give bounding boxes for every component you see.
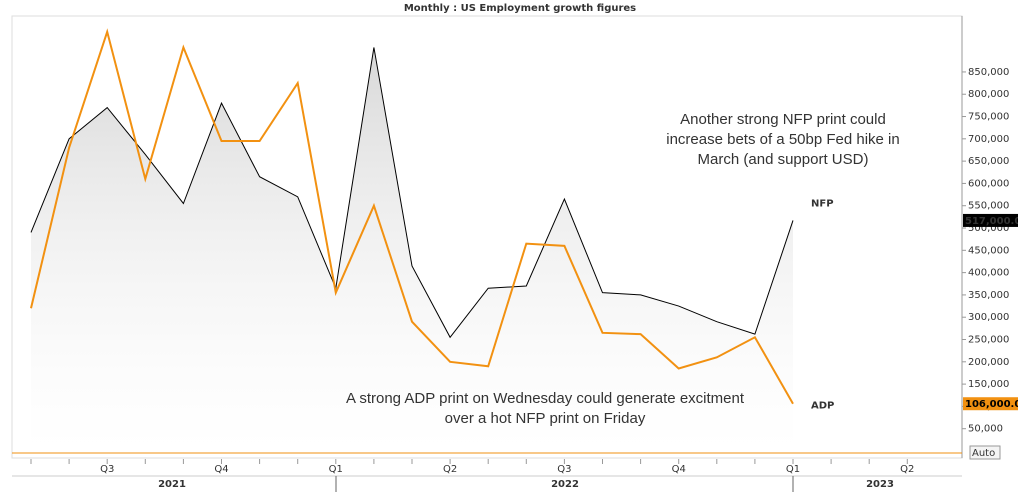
x-tick-label: Q4 <box>214 464 228 475</box>
y-tick-label: 800,000 <box>968 89 1009 100</box>
price-tag-label: 106,000.00 <box>965 399 1018 410</box>
y-tick-label: 450,000 <box>968 245 1009 256</box>
series-name: NFP <box>811 198 834 209</box>
series-name: ADP <box>811 401 834 412</box>
y-tick-label: 300,000 <box>968 312 1009 323</box>
chart-title: Monthly : US Employment growth figures <box>404 3 636 14</box>
series-line <box>30 28 794 405</box>
x-tick-label: Q4 <box>672 464 686 475</box>
y-tick-label: 650,000 <box>968 156 1009 167</box>
annotation: over a hot NFP print on Friday <box>445 410 646 427</box>
y-tick-label: 550,000 <box>968 201 1009 212</box>
y-tick-label: 600,000 <box>968 178 1009 189</box>
series-line <box>30 47 794 339</box>
plot-area <box>30 28 794 452</box>
annotation: Another strong NFP print could <box>680 111 886 128</box>
price-tag <box>963 397 1018 411</box>
y-tick-label: 350,000 <box>968 290 1009 301</box>
auto-button-label[interactable]: Auto <box>972 448 995 459</box>
y-tick-label: 50,000 <box>968 424 1003 435</box>
x-tick-label: Q2 <box>900 464 914 475</box>
y-tick-label: 200,000 <box>968 357 1009 368</box>
y-tick-label: 850,000 <box>968 67 1009 78</box>
y-tick-label: 750,000 <box>968 112 1009 123</box>
y-tick-label: 150,000 <box>968 379 1009 390</box>
x-tick-label: Q1 <box>329 464 343 475</box>
x-tick-label: Q2 <box>443 464 457 475</box>
x-tick-label: Q1 <box>786 464 800 475</box>
area <box>31 47 793 452</box>
annotation: A strong ADP print on Wednesday could ge… <box>346 390 745 407</box>
auto-button[interactable] <box>969 445 1001 460</box>
price-tag <box>963 213 1018 227</box>
y-tick-label: 400,000 <box>968 268 1009 279</box>
year-label: 2022 <box>551 479 579 490</box>
price-tag-label: 517,000.0 <box>965 216 1018 227</box>
year-label: 2021 <box>158 479 186 490</box>
x-tick-label: Q3 <box>557 464 571 475</box>
annotation: March (and support USD) <box>698 151 869 168</box>
x-tick-label: Q3 <box>100 464 114 475</box>
y-tick-label: 250,000 <box>968 335 1009 346</box>
y-tick-label: 500,000 <box>968 223 1009 234</box>
annotation: increase bets of a 50bp Fed hike in <box>666 131 899 148</box>
y-tick-label: 700,000 <box>968 134 1009 145</box>
year-label: 2023 <box>866 479 894 490</box>
